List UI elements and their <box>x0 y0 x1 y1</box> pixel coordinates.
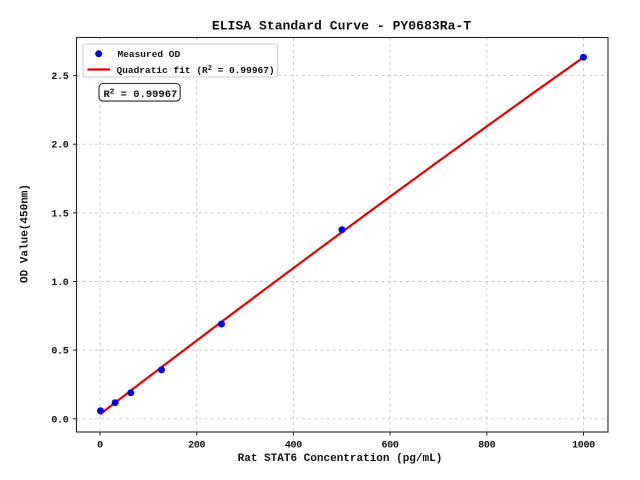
svg-text:1.0: 1.0 <box>51 278 68 289</box>
svg-text:1.5: 1.5 <box>51 209 68 220</box>
svg-text:2.5: 2.5 <box>51 72 68 83</box>
svg-text:600: 600 <box>382 441 399 452</box>
svg-text:0.0: 0.0 <box>51 415 68 426</box>
svg-text:800: 800 <box>478 441 495 452</box>
svg-text:0: 0 <box>97 441 103 452</box>
svg-text:ELISA Standard Curve - PY0683R: ELISA Standard Curve - PY0683Ra-T <box>212 19 471 34</box>
svg-text:200: 200 <box>188 441 205 452</box>
svg-text:1000: 1000 <box>572 441 595 452</box>
svg-text:400: 400 <box>285 441 302 452</box>
svg-text:R2 = 0.99967: R2 = 0.99967 <box>104 88 178 100</box>
svg-text:Measured OD: Measured OD <box>118 49 181 60</box>
svg-text:2.0: 2.0 <box>51 141 68 152</box>
svg-text:Rat STAT6 Concentration (pg/mL: Rat STAT6 Concentration (pg/mL) <box>238 453 443 465</box>
svg-text:0.5: 0.5 <box>51 347 68 358</box>
svg-text:Quadratic fit (R2 = 0.99967): Quadratic fit (R2 = 0.99967) <box>117 65 275 76</box>
svg-text:OD Value(450nm): OD Value(450nm) <box>20 184 32 283</box>
